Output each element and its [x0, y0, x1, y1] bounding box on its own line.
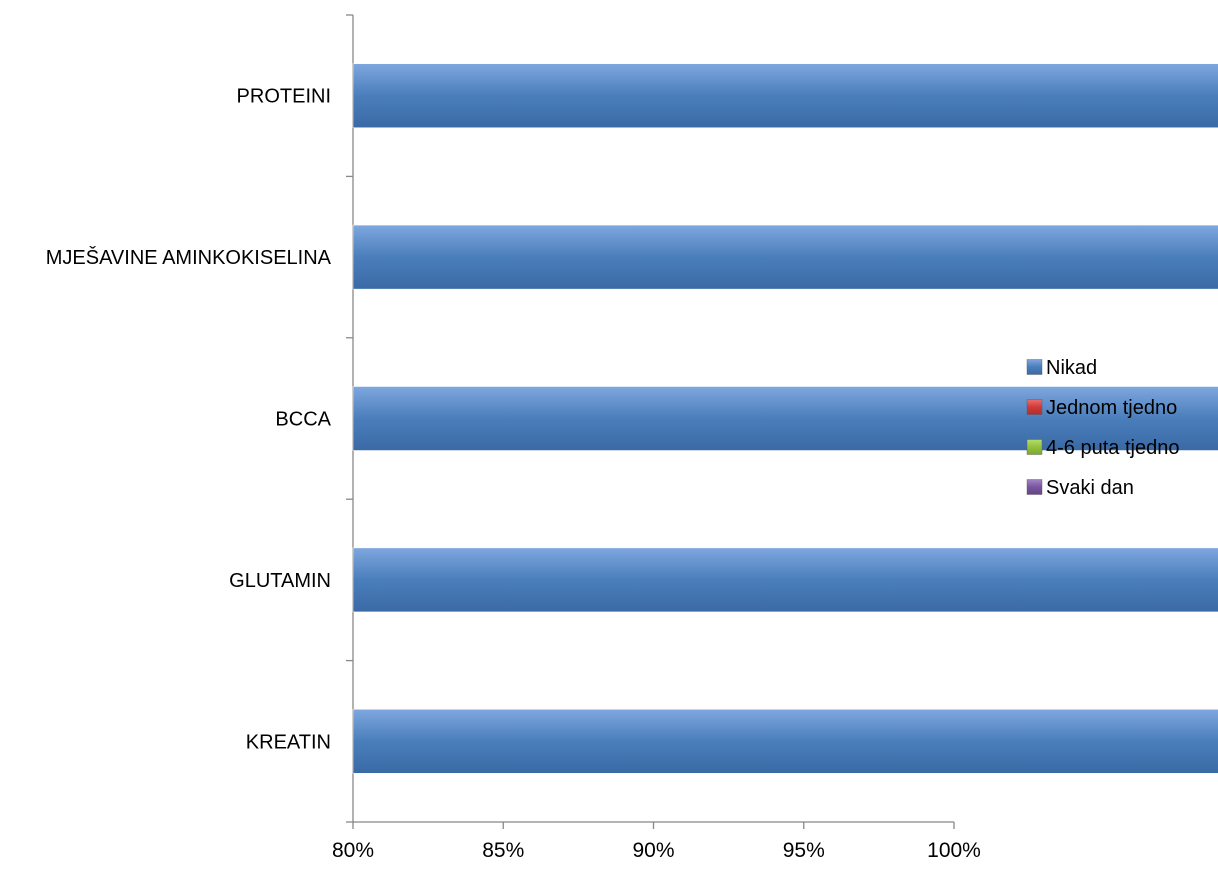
- category-label: MJEŠAVINE AMINKOKISELINA: [46, 246, 332, 269]
- x-tick-label: 95%: [783, 839, 825, 862]
- x-tick-label: 85%: [482, 839, 524, 862]
- legend-swatch: [1026, 359, 1043, 375]
- x-tick-label: 90%: [632, 839, 674, 862]
- category-label: BCCA: [275, 409, 331, 431]
- legend-label: Nikad: [1046, 357, 1097, 379]
- bars: [352, 63, 1218, 774]
- legend-swatch: [1026, 399, 1043, 415]
- legend-label: Svaki dan: [1046, 477, 1134, 499]
- legend-swatch: [1026, 439, 1043, 455]
- category-label: GLUTAMIN: [229, 570, 331, 592]
- x-tick-label: 100%: [927, 839, 981, 862]
- bar-segment: [352, 224, 1218, 290]
- category-labels: PROTEINI MJEŠAVINE AMINKOKISELINA BCCA GLUT…: [46, 86, 332, 754]
- tick-labels: 80% 85% 90% 95% 100%: [332, 839, 981, 862]
- category-label: PROTEINI: [237, 86, 331, 108]
- legend-label: 4-6 puta tjedno: [1046, 437, 1179, 459]
- x-tick-label: 80%: [332, 839, 374, 862]
- category-label: KREATIN: [246, 731, 331, 753]
- bar-segment: [352, 547, 1218, 613]
- bar-segment: [352, 63, 1218, 128]
- bar-segment: [352, 709, 1218, 774]
- legend: Nikad Jednom tjedno 4-6 puta tjedno Svaki d…: [1026, 357, 1179, 499]
- legend-swatch: [1026, 479, 1043, 495]
- bar-segment: [352, 386, 1218, 451]
- legend-label: Jednom tjedno: [1046, 397, 1177, 419]
